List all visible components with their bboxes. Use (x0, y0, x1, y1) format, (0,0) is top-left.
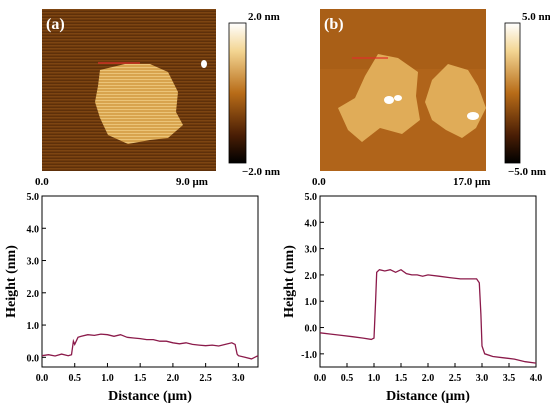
colorbar-b (504, 22, 521, 164)
x-tick-label: 2.0 (167, 373, 180, 384)
y-tick-label: -1.0 (301, 350, 317, 361)
x-tick-label: 3.0 (232, 373, 245, 384)
x-tick-label: 2.5 (199, 373, 212, 384)
y-tick-label: 2.0 (27, 289, 40, 300)
afm-bump-3 (467, 112, 479, 120)
y-tick-label: 3.0 (305, 245, 318, 256)
x-tick-label: 1.0 (368, 373, 381, 384)
x-tick-label: 0.0 (36, 373, 49, 384)
height-profile-chart-a: 0.0 0.5 1.0 1.5 2.0 2.5 3.0 0.0 1.0 2.0 3.0 4.0 5.0 D… (4, 192, 259, 404)
x-tick-label: 0.5 (68, 373, 81, 384)
afm-image-b (320, 9, 486, 171)
y-tick-label: 4.0 (27, 224, 40, 235)
scale-b-start: 0.0 (312, 176, 326, 188)
colorbar-a-min: −2.0 nm (242, 166, 280, 178)
y-tick-label: 0.0 (305, 324, 318, 335)
afm-particle (201, 60, 207, 68)
colorbar-b-max: 5.0 nm (522, 11, 550, 23)
y-tick-label: 3.0 (27, 257, 40, 268)
y-axis-label: Height (nm) (282, 245, 297, 318)
plot-frame (319, 195, 537, 368)
x-tick-label: 3.0 (476, 373, 489, 384)
y-tick-label: 1.0 (27, 321, 40, 332)
x-axis-label: Distance (μm) (386, 389, 470, 404)
colorbar-a-max: 2.0 nm (248, 11, 280, 23)
scale-a-start: 0.0 (35, 176, 49, 188)
x-tick-label: 1.5 (395, 373, 408, 384)
colorbar-b-min: −5.0 nm (508, 166, 546, 178)
height-profile-chart-b: 0.0 0.5 1.0 1.5 2.0 2.5 3.0 3.5 4.0 -1.0 0.0 1.0 2.0… (282, 192, 542, 404)
y-axis-label: Height (nm) (4, 245, 19, 318)
height-profile-line (41, 333, 259, 360)
scale-a-end: 9.0 μm (176, 176, 208, 188)
afm-bump-1 (384, 96, 394, 104)
x-tick-label: 0.0 (314, 373, 327, 384)
height-profile-line (319, 268, 537, 364)
y-tick-label: 4.0 (305, 218, 318, 229)
afm-flake-b1 (338, 54, 420, 142)
scale-b-end: 17.0 μm (453, 176, 490, 188)
y-tick-label: 5.0 (27, 192, 40, 203)
panel-label-a: (a) (46, 16, 65, 33)
x-axis-label: Distance (μm) (108, 389, 192, 404)
x-tick-label: 2.5 (449, 373, 462, 384)
afm-flake-a (95, 64, 183, 144)
x-tick-label: 0.5 (341, 373, 354, 384)
x-tick-label: 3.5 (503, 373, 516, 384)
y-tick-label: 2.0 (305, 271, 318, 282)
afm-image-a (42, 9, 216, 171)
y-tick-label: 1.0 (305, 297, 318, 308)
y-tick-label: 0.0 (27, 353, 40, 364)
x-tick-label: 1.5 (134, 373, 147, 384)
colorbar-a (228, 22, 247, 164)
plot-frame (41, 195, 259, 368)
panel-label-b: (b) (324, 16, 344, 33)
afm-bump-2 (394, 95, 402, 101)
x-tick-label: 2.0 (422, 373, 435, 384)
x-tick-label: 4.0 (530, 373, 543, 384)
x-tick-label: 1.0 (101, 373, 114, 384)
y-tick-label: 5.0 (305, 192, 318, 203)
